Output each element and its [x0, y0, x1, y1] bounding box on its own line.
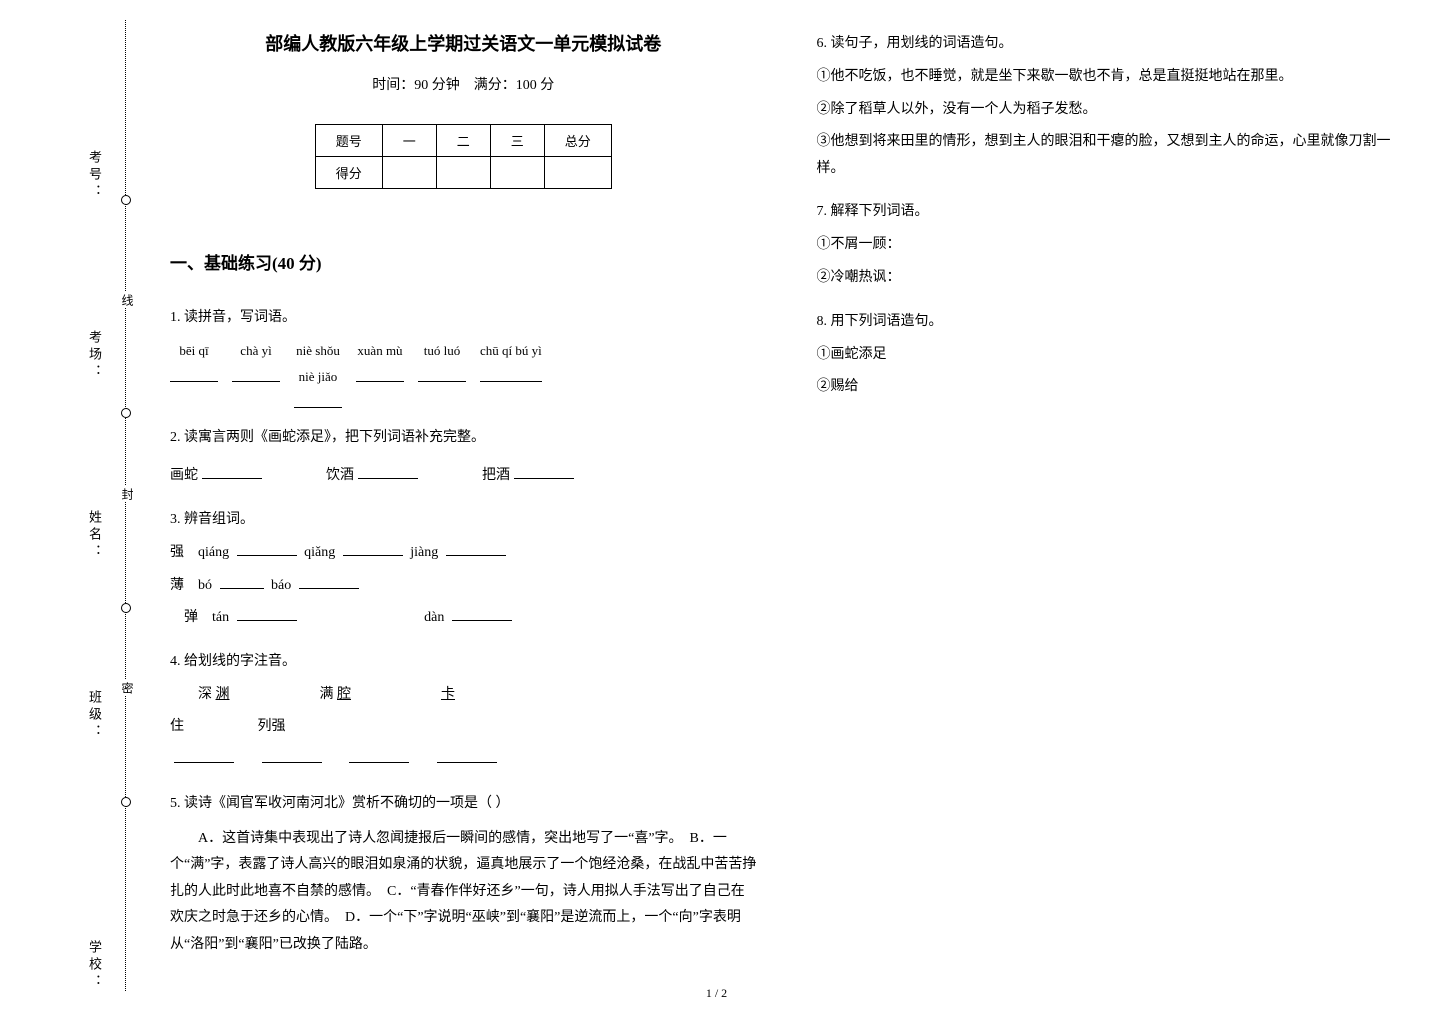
question-3: 3. 辨音组词。 强 qiáng qiǎng jiàng 薄 bó báo 弹 …	[170, 506, 757, 632]
answer-blank[interactable]	[170, 368, 218, 382]
q4-word-2: 满 腔	[320, 682, 352, 709]
margin-label-class: 班级：	[85, 690, 104, 741]
q1-item-5: chū qí bú yì	[480, 338, 542, 382]
answer-blank[interactable]	[237, 606, 297, 621]
answer-blank[interactable]	[446, 541, 506, 556]
question-8: 8. 用下列词语造句。 ①画蛇添足 ②赐给	[817, 308, 1404, 401]
score-col-3: 三	[490, 125, 544, 157]
cutline-word-1: 线	[119, 292, 136, 308]
q3-l2-b: báo	[271, 578, 291, 593]
answer-blank[interactable]	[220, 573, 264, 588]
answer-blank[interactable]	[358, 464, 418, 479]
score-row-label: 得分	[315, 157, 382, 189]
question-5: 5. 读诗《闻官军收河南河北》赏析不确切的一项是（ ） A．这首诗集中表现出了诗…	[170, 790, 757, 959]
q3-l1-c: jiàng	[410, 545, 438, 560]
q6-sub-3: ③他想到将来田里的情形，想到主人的眼泪和干瘪的脸，又想到主人的命运，心里就像刀割…	[817, 129, 1404, 182]
answer-blank[interactable]	[232, 368, 280, 382]
q4-word-3b: 住	[170, 719, 184, 734]
q8-sub-2: ②赐给	[817, 374, 1404, 401]
q1-item-0: bēi qī	[170, 338, 218, 382]
answer-blank[interactable]	[262, 748, 322, 763]
answer-blank[interactable]	[514, 464, 574, 479]
q1-label: 1. 读拼音，写词语。	[170, 304, 757, 332]
q3-label: 3. 辨音组词。	[170, 506, 757, 534]
q1-item-2: niè shǒu niè jiǎo	[294, 338, 342, 408]
question-1: 1. 读拼音，写词语。 bēi qī chà yì niè shǒu niè j…	[170, 304, 757, 408]
q4-word-1: 深 渊	[198, 682, 230, 709]
cutline-word-3: 密	[119, 680, 136, 696]
cut-line: 线 封 密	[125, 20, 126, 991]
question-7: 7. 解释下列词语。 ①不屑一顾： ②冷嘲热讽：	[817, 198, 1404, 291]
q4-word-4: 列强	[258, 719, 286, 734]
answer-blank[interactable]	[343, 541, 403, 556]
answer-blank[interactable]	[356, 368, 404, 382]
page-body: 部编人教版六年级上学期过关语文一单元模拟试卷 时间：90 分钟 满分：100 分…	[170, 30, 1403, 971]
q1-item-1: chà yì	[232, 338, 280, 382]
q6-sub-1: ①他不吃饭，也不睡觉，就是坐下来歇一歇也不肯，总是直挺挺地站在那里。	[817, 64, 1404, 91]
margin-label-school: 学校：	[85, 940, 104, 991]
question-2: 2. 读寓言两则《画蛇添足》，把下列词语补充完整。 画蛇 饮酒 把酒	[170, 424, 757, 490]
score-col-1: 一	[382, 125, 436, 157]
q4-label: 4. 给划线的字注音。	[170, 648, 757, 676]
q1-item-3: xuàn mù	[356, 338, 404, 382]
score-col-2: 二	[436, 125, 490, 157]
q2-part-2: 饮酒	[326, 468, 354, 483]
q6-label: 6. 读句子，用划线的词语造句。	[817, 30, 1404, 58]
score-col-4: 总分	[544, 125, 611, 157]
answer-blank[interactable]	[437, 748, 497, 763]
cutline-word-2: 封	[119, 486, 136, 502]
answer-blank[interactable]	[349, 748, 409, 763]
q3-l1-b: qiǎng	[304, 545, 335, 560]
q3-l1-a: 强 qiáng	[170, 545, 229, 560]
margin-label-id: 考号：	[85, 150, 104, 201]
q4-word-3: 卡	[441, 682, 455, 709]
score-table: 题号 一 二 三 总分 得分	[315, 124, 612, 189]
score-col-0: 题号	[315, 125, 382, 157]
q6-sub-2: ②除了稻草人以外，没有一个人为稻子发愁。	[817, 97, 1404, 124]
q3-l3-a: 弹 tán	[184, 610, 229, 625]
q7-sub-1: ①不屑一顾：	[817, 232, 1404, 259]
margin-label-room: 考场：	[85, 330, 104, 381]
score-cell-total[interactable]	[544, 157, 611, 189]
margin-label-name: 姓名：	[85, 510, 104, 561]
exam-subtitle: 时间：90 分钟 满分：100 分	[170, 74, 757, 94]
question-4: 4. 给划线的字注音。 深 渊 满 腔 卡 住 列强	[170, 648, 757, 774]
q3-l3-b: dàn	[424, 610, 444, 625]
q1-item-4: tuó luó	[418, 338, 466, 382]
answer-blank[interactable]	[299, 573, 359, 588]
q5-options: A．这首诗集中表现出了诗人忽闻捷报后一瞬间的感情，突出地写了一“喜”字。 B．一…	[170, 826, 757, 959]
answer-blank[interactable]	[237, 541, 297, 556]
exam-title: 部编人教版六年级上学期过关语文一单元模拟试卷	[170, 30, 757, 56]
q7-label: 7. 解释下列词语。	[817, 198, 1404, 226]
answer-blank[interactable]	[174, 748, 234, 763]
q8-sub-1: ①画蛇添足	[817, 342, 1404, 369]
page-number: 1 / 2	[706, 986, 727, 1001]
q2-part-3: 把酒	[482, 468, 510, 483]
q2-label: 2. 读寓言两则《画蛇添足》，把下列词语补充完整。	[170, 424, 757, 452]
binding-margin: 学校： 班级： 姓名： 考场： 考号： 线 封 密	[25, 10, 135, 1001]
question-6: 6. 读句子，用划线的词语造句。 ①他不吃饭，也不睡觉，就是坐下来歇一歇也不肯，…	[817, 30, 1404, 182]
q3-l2-a: 薄 bó	[170, 578, 212, 593]
section-1-heading: 一、基础练习(40 分)	[170, 249, 757, 274]
score-cell-2[interactable]	[436, 157, 490, 189]
q2-part-1: 画蛇	[170, 468, 198, 483]
answer-blank[interactable]	[452, 606, 512, 621]
q8-label: 8. 用下列词语造句。	[817, 308, 1404, 336]
score-cell-3[interactable]	[490, 157, 544, 189]
q7-sub-2: ②冷嘲热讽：	[817, 265, 1404, 292]
score-cell-1[interactable]	[382, 157, 436, 189]
q5-label: 5. 读诗《闻官军收河南河北》赏析不确切的一项是（ ）	[170, 790, 757, 818]
answer-blank[interactable]	[418, 368, 466, 382]
answer-blank[interactable]	[480, 368, 542, 382]
answer-blank[interactable]	[294, 394, 342, 408]
answer-blank[interactable]	[202, 464, 262, 479]
